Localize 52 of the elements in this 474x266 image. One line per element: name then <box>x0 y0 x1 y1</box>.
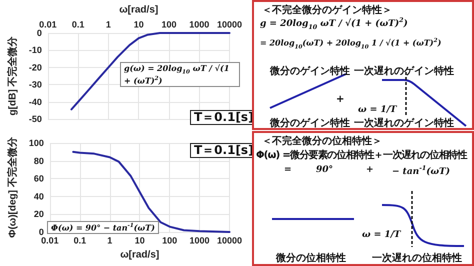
text: 一次遅れのゲイン特性 <box>354 66 454 77</box>
x-tick-label: 10000 <box>216 20 242 30</box>
x-tick-label: 0.1 <box>74 236 86 246</box>
x-tick-label: 100 <box>162 236 178 246</box>
y-tick-label: -10 <box>28 45 42 56</box>
x-tick-label: 1000 <box>189 20 210 30</box>
y-tick-label: 100 <box>28 138 44 148</box>
y-tick-label: -20 <box>28 62 42 72</box>
y-tick-label: 20 <box>34 209 44 220</box>
text: = <box>284 165 292 176</box>
text: ＜不完全微分の位相特性＞ <box>262 136 382 147</box>
x-tick-label: 10 <box>134 20 144 30</box>
text: 微分のゲイン特性 <box>270 66 350 77</box>
text: Φ(ω) =微分要素の位相特性＋一次遅れの位相特性 <box>256 150 467 161</box>
x-tick-label: 10000 <box>216 236 242 246</box>
x-axis-title: ω[rad/s] <box>120 250 160 260</box>
y-axis-title: Φ(ω)[deg] 不完全微分 <box>6 136 18 238</box>
text: 微分の位相特性 <box>276 253 346 264</box>
text: g = 20log$_{10}$ ωT / √(1 + (ωT)$^{2}$) <box>260 17 408 32</box>
annotation: Φ(ω) = 90° − tan$^{-1}$(ωT) <box>47 221 159 234</box>
y-tick-label: 80 <box>34 156 44 166</box>
text: + <box>336 94 344 105</box>
text: 微分のゲイン特性 <box>270 118 350 129</box>
y-axis-title: g[dB] 不完全微分 <box>6 36 18 116</box>
text: ω = 1/T <box>358 105 397 116</box>
text: ω = 1/T <box>362 230 401 241</box>
y-tick-label: 0 <box>38 227 44 237</box>
x-tick-label: 1 <box>107 236 112 246</box>
y-tick-label: 0 <box>36 28 42 38</box>
x-tick-label: 1000 <box>190 236 210 246</box>
text: ＜不完全微分のゲイン特性＞ <box>262 5 392 16</box>
text: 90° <box>316 165 334 176</box>
y-tick-label: -50 <box>28 114 42 124</box>
x-tick-label: 100 <box>161 20 176 30</box>
annotation: T＝0.1[s] <box>190 110 258 126</box>
x-axis-title: ω[rad/s] <box>119 4 158 16</box>
x-tick-label: 1 <box>106 20 111 30</box>
x-tick-label: 0.01 <box>41 236 59 246</box>
x-tick-label: 0.01 <box>39 20 57 30</box>
text: g(ω) = 20log$_{10}$ ωT / √(1 + (ωT)$^{2}$) <box>124 63 230 86</box>
text: = 20log$_{10}$(ωT) + 20log$_{10}$ 1 / √(1 + (ωT)$^{2}$) <box>260 38 442 50</box>
text: + <box>366 165 374 176</box>
y-tick-label: 60 <box>34 174 44 184</box>
annotation: T＝0.1[s] <box>190 143 258 158</box>
y-tick-label: -30 <box>28 80 42 90</box>
text: 一次遅れの位相特性 <box>372 253 462 264</box>
text: 一次遅れのゲイン特性 <box>354 118 454 129</box>
y-tick-label: -40 <box>28 96 42 107</box>
x-tick-label: 0.1 <box>72 20 84 30</box>
y-tick-label: 40 <box>34 191 44 202</box>
text: − tan$^{-1}$(ωT) <box>392 165 450 178</box>
x-tick-label: 10 <box>134 236 145 246</box>
